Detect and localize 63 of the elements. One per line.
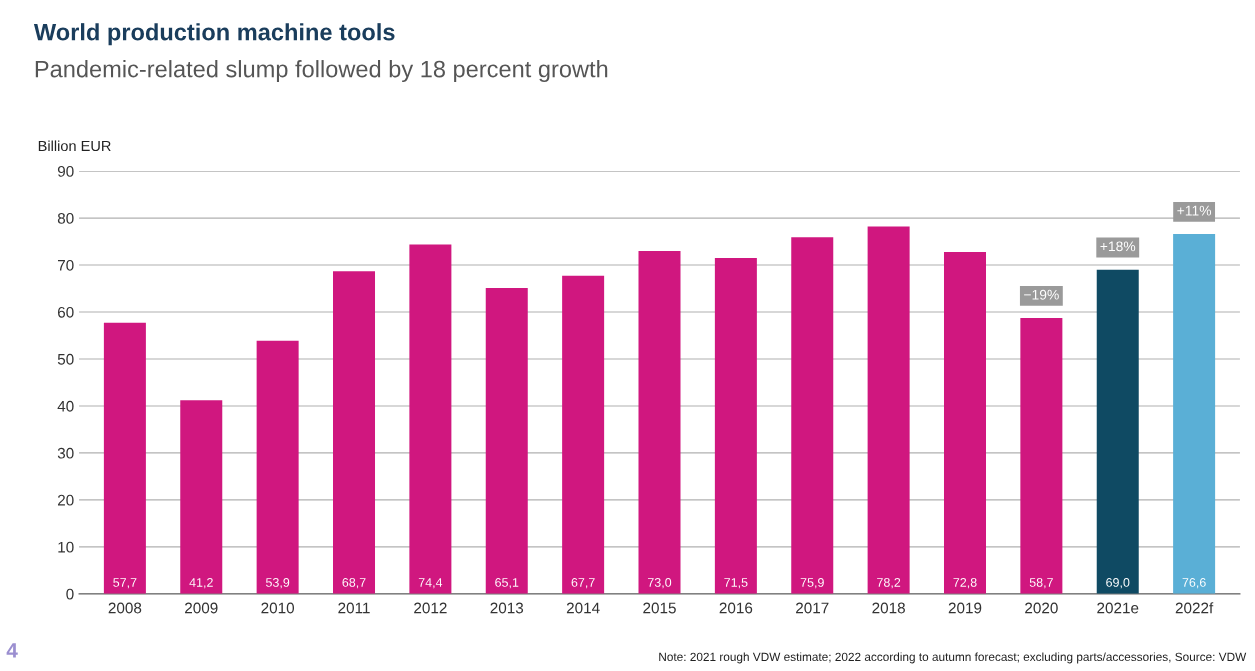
data-label: 72,8 [953, 578, 977, 589]
x-tick-label: 2012 [414, 602, 447, 614]
bar [103, 322, 146, 594]
text: Note: 2021 rough VDW estimate; 2022 according to autumn forecast; excluding parts/accessories, Source: VDW [659, 652, 1247, 664]
bar [714, 258, 757, 594]
data-label: 76,6 [1182, 578, 1206, 589]
annotation: +11% [1177, 205, 1212, 216]
x-tick-label: 2016 [719, 602, 753, 614]
data-label: 65,1 [495, 578, 519, 589]
bar [791, 237, 834, 594]
y-tick-label: 90 [57, 165, 74, 177]
bar [562, 275, 605, 594]
x-tick-label: 2019 [948, 602, 982, 614]
data-label: 73,0 [647, 578, 672, 589]
x-tick-label: 2010 [261, 602, 295, 614]
data-label: 53,9 [265, 578, 290, 589]
data-label: 58,7 [1029, 578, 1053, 589]
chart-title: World production machine tools [33, 23, 395, 46]
data-label: 69,0 [1106, 578, 1130, 589]
x-tick-label: 2021e [1097, 602, 1139, 614]
bar [256, 340, 299, 594]
x-tick-label: 2011 [338, 602, 370, 614]
data-label: 78,2 [877, 578, 901, 589]
y-tick-label: 80 [57, 212, 74, 224]
bar [867, 226, 910, 594]
x-tick-label: 2013 [490, 602, 524, 614]
y-tick-label: 40 [57, 400, 74, 412]
bar [1020, 318, 1063, 594]
bar [485, 288, 528, 594]
y-tick-label: 10 [58, 541, 74, 553]
bar [1173, 234, 1216, 594]
x-tick-label: 2009 [185, 602, 218, 614]
y-tick-label: 60 [57, 306, 74, 318]
bar [180, 400, 223, 594]
y-tick-label: 20 [57, 494, 74, 506]
bar [409, 244, 452, 594]
annotation: +18% [1100, 241, 1136, 252]
bar [333, 271, 376, 594]
data-label: 57,7 [113, 578, 137, 589]
x-tick-label: 2014 [566, 602, 600, 614]
annotation: −19% [1024, 289, 1059, 300]
data-label: 68,7 [342, 578, 366, 589]
data-label: 67,7 [571, 578, 595, 589]
y-tick-label: 50 [57, 353, 74, 365]
data-label: 41,2 [189, 578, 213, 589]
bar [943, 251, 986, 594]
bar [638, 250, 681, 594]
y-tick-label: 70 [58, 259, 74, 271]
x-tick-label: 2022f [1175, 602, 1214, 614]
x-tick-label: 2015 [643, 602, 676, 614]
y-tick-label: 0 [66, 588, 74, 600]
x-tick-label: 2018 [872, 602, 905, 614]
data-label: 75,9 [800, 578, 824, 589]
x-tick-label: 2017 [796, 602, 829, 614]
x-tick-label: 2008 [108, 602, 142, 614]
y-tick-label: 30 [57, 447, 74, 459]
data-label: 71,5 [724, 578, 748, 589]
x-tick-label: 2020 [1025, 602, 1058, 614]
bar [1096, 269, 1139, 594]
y-axis-title: Billion EUR [38, 140, 111, 152]
data-label: 74,4 [418, 578, 443, 589]
text: 4 [6, 643, 18, 658]
chart-subtitle: Pandemic-related slump followed by 18 percent growth [35, 60, 608, 83]
